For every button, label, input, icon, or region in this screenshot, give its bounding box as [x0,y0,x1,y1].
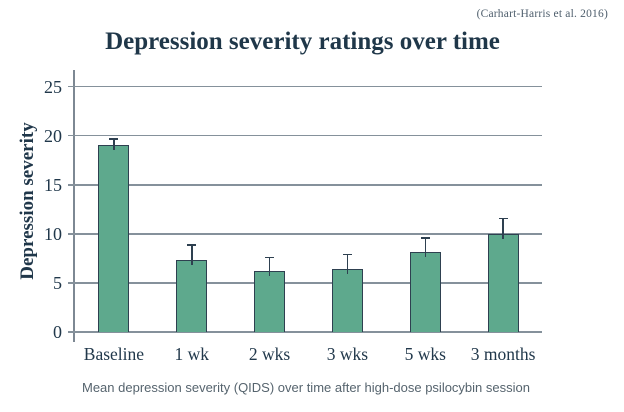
gridline-y-0 [68,331,542,333]
x-tick-label: 2 wks [248,344,291,364]
x-tick-label: 3 months [470,344,536,364]
error-bar-cap [498,217,508,220]
error-bar-line [268,258,271,277]
citation-text: (Carhart-Harris et al. 2016) [476,8,608,20]
gridline-y-5 [68,282,542,284]
bar-baseline [98,144,130,332]
error-bar-cap [420,237,430,239]
error-bar-cap [265,256,275,259]
y-axis-tick-labels: 0 5 10 15 20 25 [0,70,65,342]
error-bar-line [502,219,504,239]
x-tick-label: 5 wks [404,344,446,364]
error-bar-cap [109,138,119,140]
error-bar-cap [342,253,352,256]
y-tick-label: 15 [44,174,62,195]
x-axis-tick-labels: Baseline 1 wk 2 wks 3 wks 5 wks 3 months [75,344,542,368]
error-bar-line [191,245,193,266]
bar-2-wks [254,271,286,332]
y-axis-line [73,70,75,342]
x-tick-label: 3 wks [326,344,369,364]
bar-5-wks [409,251,441,332]
chart-title: Depression severity ratings over time [105,28,500,55]
y-tick-label: 25 [44,76,62,97]
gridline-y-20 [68,134,542,137]
bar-3-months [487,233,519,332]
bar-1-wk [176,260,208,332]
y-tick-label: 5 [53,272,62,293]
plot-area [68,70,542,342]
gridline-y-15 [68,184,542,186]
y-tick-label: 20 [44,125,62,146]
error-bar-line [424,238,426,257]
error-bar-cap [187,244,197,246]
error-bar-line [113,139,115,150]
error-bar-line [346,255,349,275]
y-tick-label: 10 [44,223,62,244]
x-tick-label: Baseline [83,344,145,364]
gridline-y-10 [68,233,542,235]
y-tick-label: 0 [53,322,62,342]
chart-caption: Mean depression severity (QIDS) over tim… [82,380,530,395]
gridline-y-25 [68,85,542,88]
bar-3-wks [331,269,363,332]
x-tick-label: 1 wk [174,344,210,364]
